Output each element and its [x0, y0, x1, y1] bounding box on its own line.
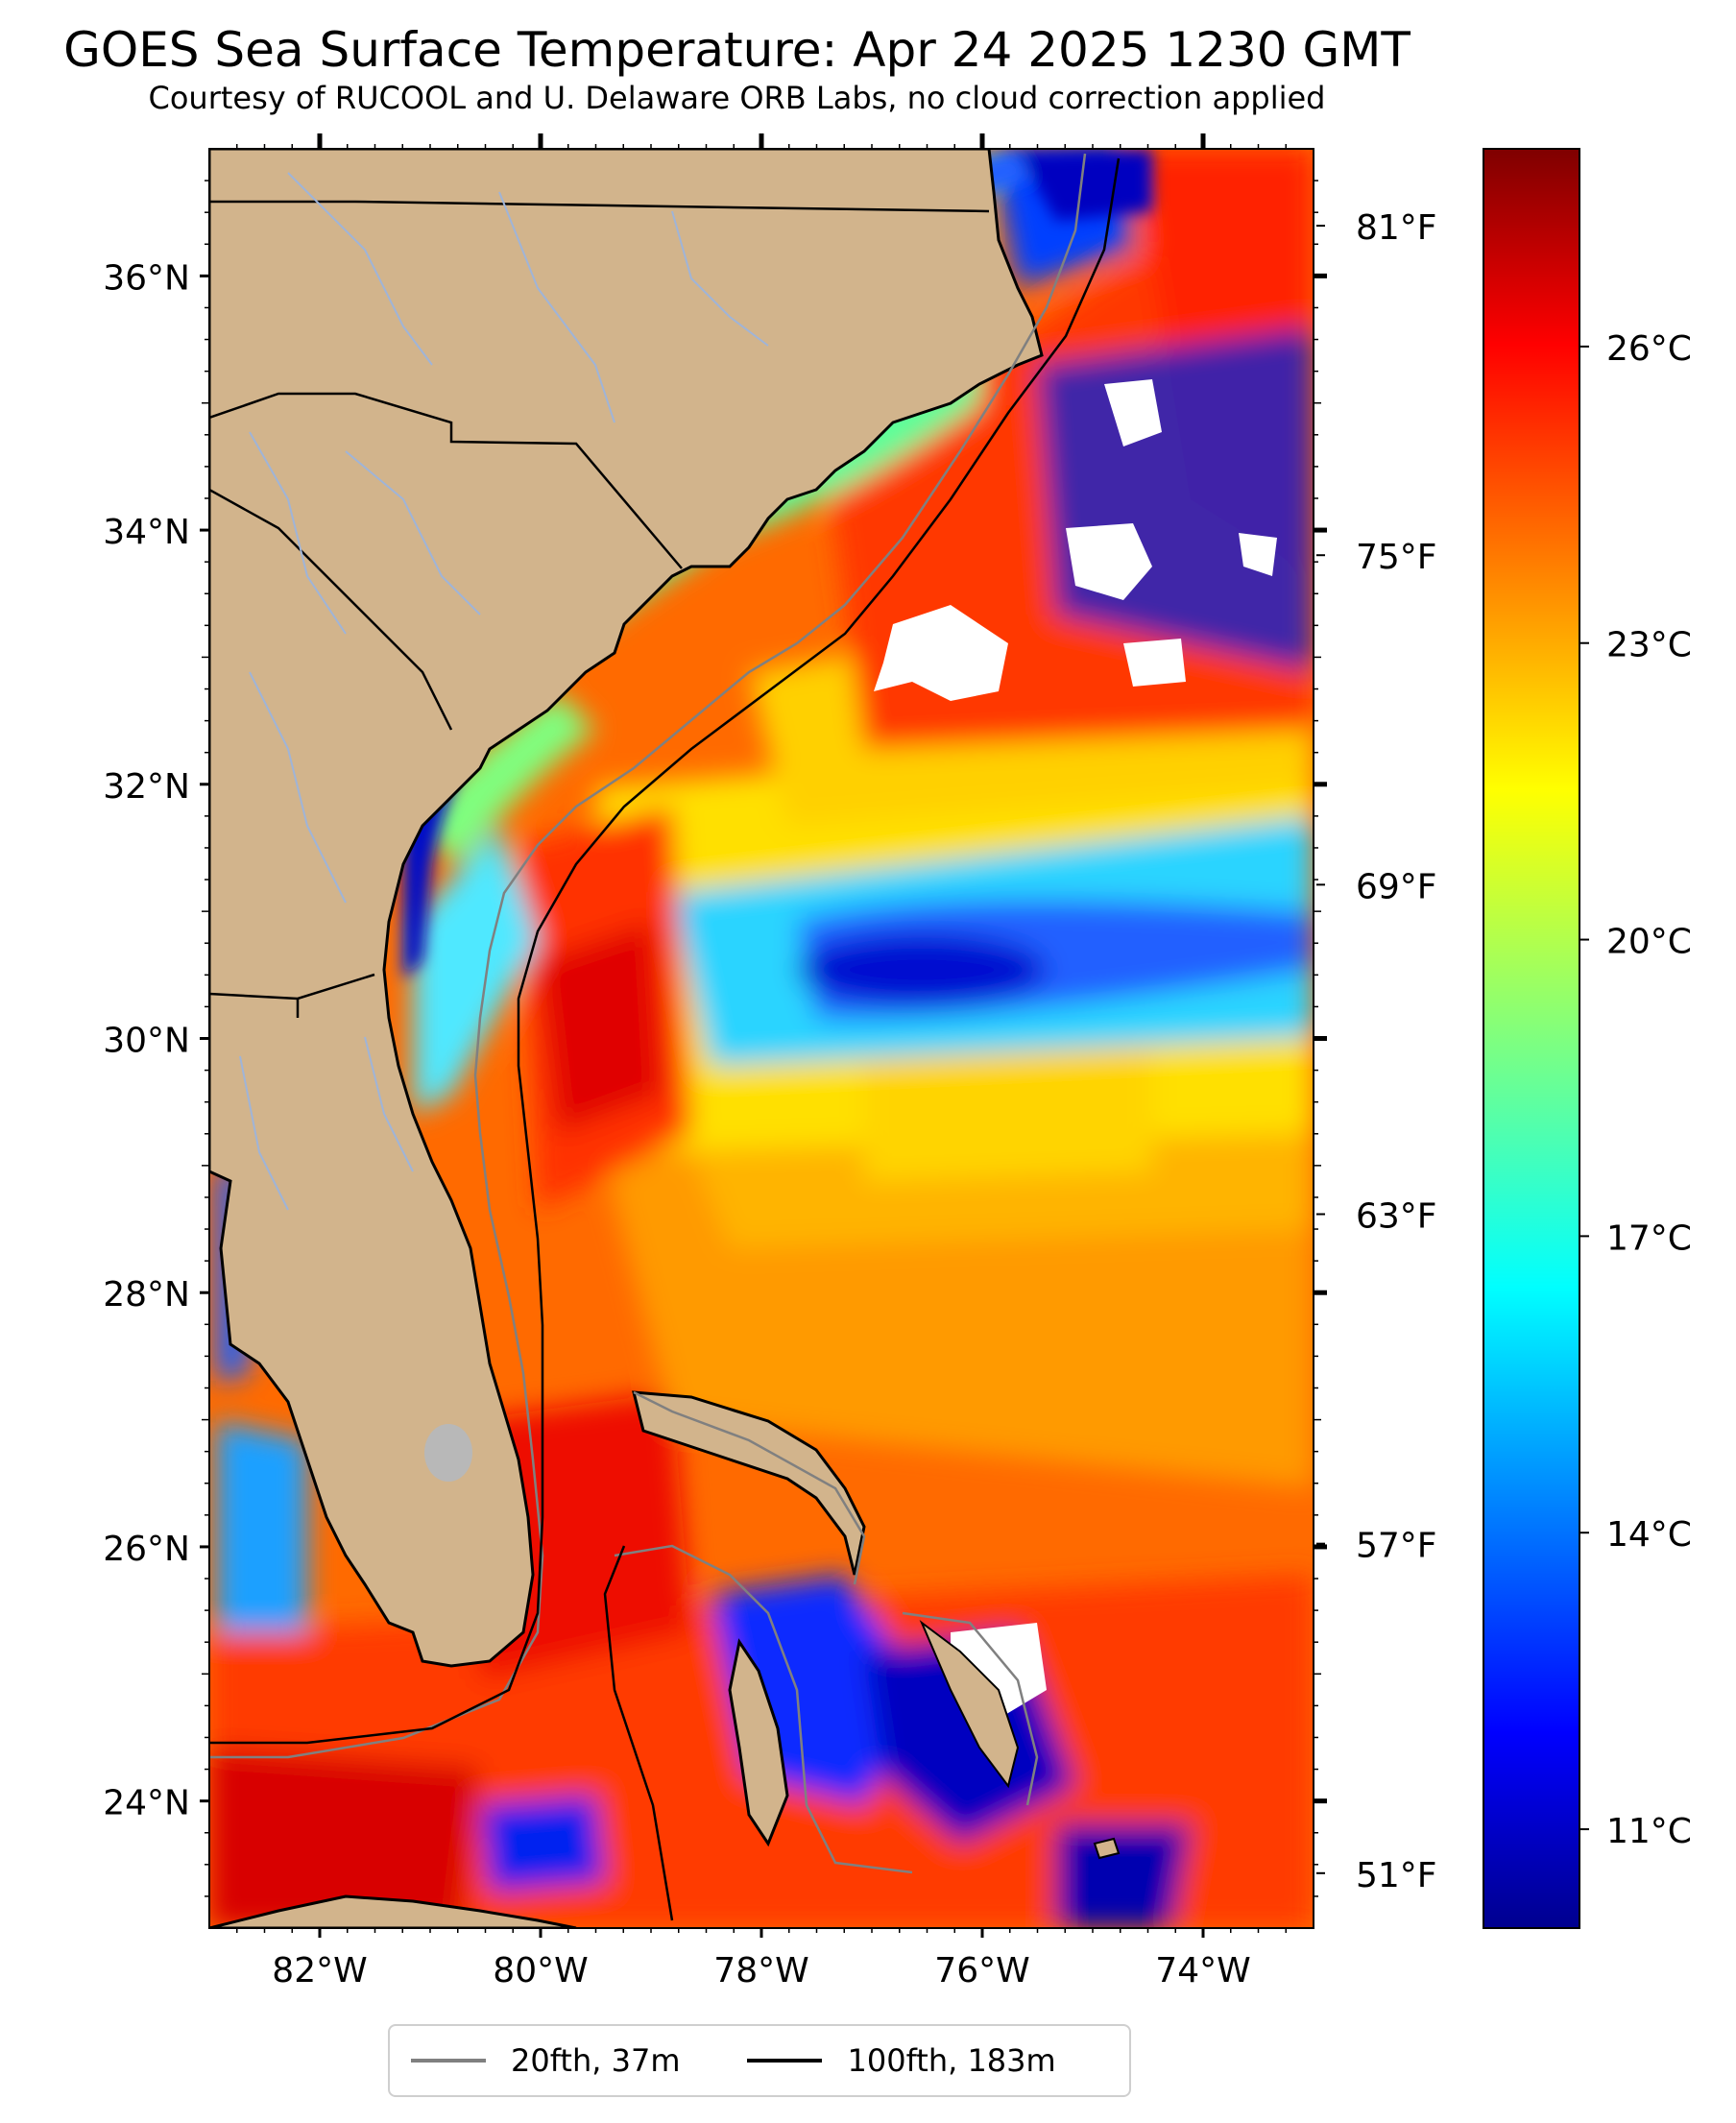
f-tick-label: 63°F — [1356, 1197, 1437, 1237]
lat-tick-label: 30°N — [103, 1022, 190, 1061]
colorbar — [1483, 148, 1580, 1929]
lake-okeechobee — [424, 1424, 472, 1482]
lat-tick-label: 36°N — [103, 258, 190, 298]
grand-bahama-island — [632, 1390, 866, 1576]
isobath-20fth — [209, 153, 1087, 1874]
cb-tick-label: 14°C — [1606, 1515, 1692, 1555]
legend-item-20fth: 20fth, 37m — [411, 2041, 680, 2080]
lat-tick-label: 34°N — [103, 513, 190, 552]
f-tick-label: 81°F — [1356, 208, 1437, 248]
cb-tick-label: 20°C — [1606, 923, 1692, 962]
legend-label-100fth: 100fth, 183m — [847, 2042, 1056, 2079]
legend-item-100fth: 100fth, 183m — [747, 2041, 1056, 2080]
longitude-axis: 82°W 80°W 78°W 76°W 74°W — [236, 133, 1287, 1990]
lon-tick-label: 76°W — [934, 1951, 1029, 1990]
f-tick-label: 69°F — [1356, 867, 1437, 906]
lon-tick-label: 82°W — [272, 1951, 367, 1990]
lon-tick-label: 74°W — [1155, 1951, 1250, 1990]
isobath-100fth — [209, 157, 1121, 1921]
lat-tick-label: 24°N — [103, 1784, 190, 1823]
cb-tick-label: 11°C — [1606, 1812, 1692, 1851]
cb-tick-label: 17°C — [1606, 1218, 1692, 1258]
state-borders — [209, 200, 990, 1018]
cb-tick-label: 26°C — [1606, 329, 1692, 369]
map-title: GOES Sea Surface Temperature: Apr 24 202… — [63, 22, 1410, 78]
cuba-coast — [209, 1894, 577, 1928]
eleuthera-island — [919, 1619, 1020, 1789]
legend-label-20fth: 20fth, 37m — [511, 2042, 681, 2079]
map-subtitle: Courtesy of RUCOOL and U. Delaware ORB L… — [148, 80, 1326, 116]
andros-island — [728, 1638, 789, 1847]
colorbar-axis: 11°C 14°C 17°C 20°C 23°C 26°C — [1579, 329, 1692, 1851]
lat-tick-label: 28°N — [103, 1275, 190, 1315]
f-tick-label: 57°F — [1356, 1527, 1437, 1566]
lon-tick-label: 80°W — [493, 1951, 588, 1990]
lat-tick-label: 32°N — [103, 767, 190, 807]
legend-swatch-20fth — [411, 2059, 486, 2063]
fahrenheit-axis: 51°F 57°F 63°F 69°F 75°F 81°F — [1316, 208, 1437, 1895]
small-cay — [1093, 1837, 1121, 1860]
map-area — [209, 149, 1314, 1928]
isobath-legend: 20fth, 37m 100fth, 183m — [388, 2024, 1131, 2097]
lat-tick-label: 26°N — [103, 1530, 190, 1569]
cb-tick-label: 23°C — [1606, 626, 1692, 665]
latitude-axis: 24°N 26°N 28°N 30°N 32°N 34°N 36°N — [103, 180, 1327, 1897]
legend-swatch-100fth — [747, 2059, 823, 2063]
f-tick-label: 51°F — [1356, 1856, 1437, 1895]
rivers — [239, 172, 769, 1211]
f-tick-label: 75°F — [1356, 538, 1437, 577]
lon-tick-label: 78°W — [713, 1951, 808, 1990]
